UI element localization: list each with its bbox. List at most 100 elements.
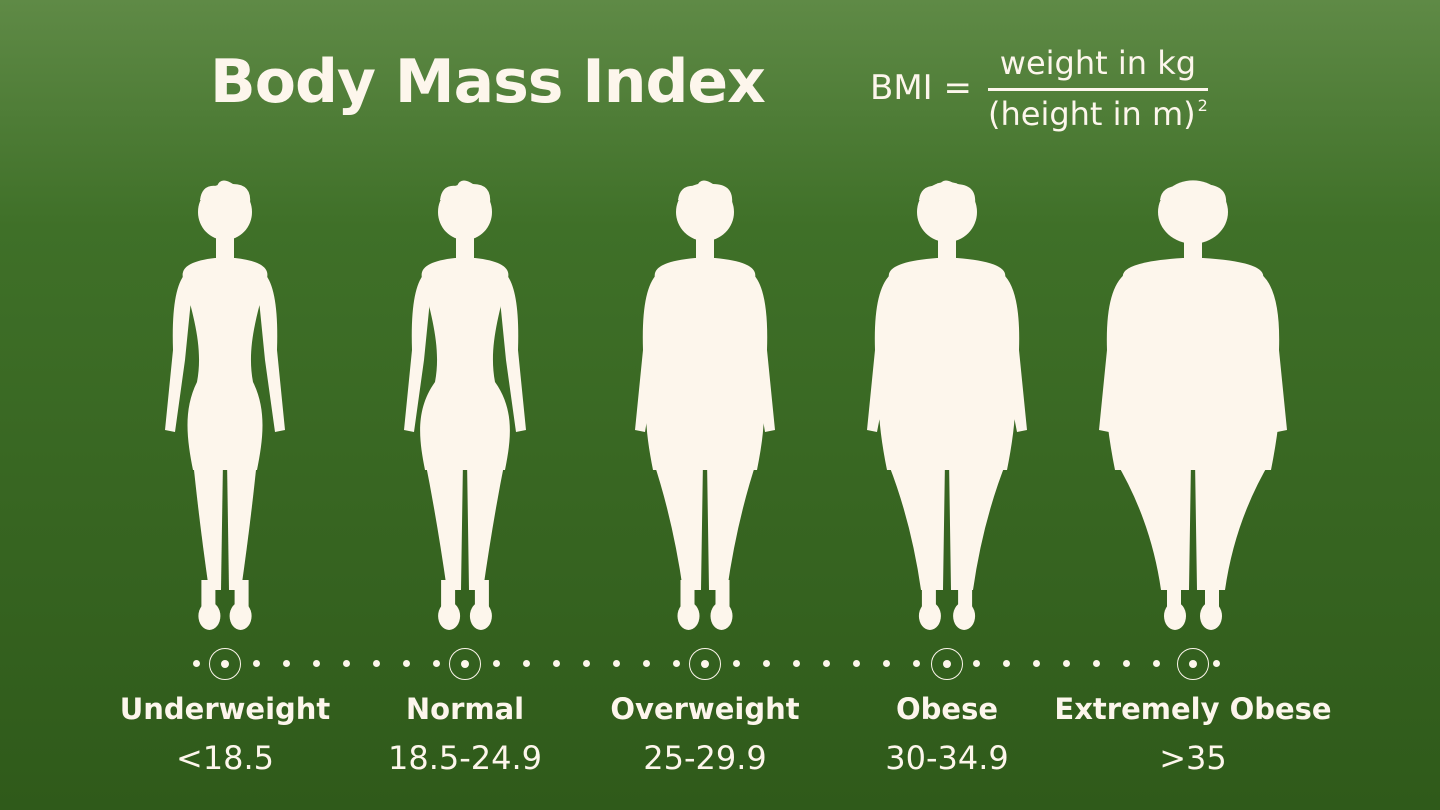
right-ankle [234,580,249,610]
hair [678,180,733,204]
scale-dot [432,660,440,667]
scale-dot [732,660,740,667]
right-leg [949,460,1007,590]
scale-dot [582,660,590,667]
category-range: 30-34.9 [885,738,1009,777]
category-label: Underweight [119,692,331,726]
left-arm [867,274,897,432]
scale-marker-underweight [208,648,241,680]
category-label: Overweight [610,692,800,726]
scale-dot [1092,660,1100,667]
hair [919,180,976,204]
scale-dot [402,660,410,667]
scale-dot [912,660,920,667]
torso [420,258,510,470]
underweight-silhouette [165,180,285,630]
category-underweight: Underweight <18.5 [75,692,375,777]
scale-dot [312,660,320,667]
scale-dot [1062,660,1070,667]
scale-dot [1122,660,1130,667]
category-range: <18.5 [175,738,275,777]
right-ankle [958,580,973,610]
torso [878,258,1016,470]
scale-dot [252,660,260,667]
left-arm [165,274,191,432]
category-label: Normal [405,692,525,726]
left-leg [887,460,945,590]
right-arm [500,274,526,432]
left-ankle [680,580,695,610]
category-obese: Obese 30-34.9 [797,692,1097,777]
formula-lhs: BMI = [870,68,972,108]
scale-dot [1002,660,1010,667]
left-ankle [1167,580,1181,610]
scale-dot [342,660,350,667]
neck [456,234,474,264]
scale-dot [372,660,380,667]
scale-marker-obese [930,648,963,680]
scale-dot [672,660,680,667]
right-arm [747,274,775,432]
right-ankle [1205,580,1219,610]
category-range: >35 [1159,738,1227,777]
scale-dot [492,660,500,667]
right-ankle [715,580,730,610]
normal-silhouette [404,180,526,630]
category-extremely-obese: Extremely Obese >35 [1043,692,1343,777]
formula-denominator-wrap: (height in m) 2 [988,91,1208,133]
scale-dot [822,660,830,667]
scale-dot [552,660,560,667]
scale-dot [612,660,620,667]
formula-exponent: 2 [1197,95,1208,115]
right-arm [1255,274,1287,432]
neck [1184,234,1202,264]
category-range: 25-29.9 [643,738,767,777]
left-ankle [921,580,936,610]
category-overweight: Overweight 25-29.9 [555,692,855,777]
left-arm [404,274,430,432]
scale-marker-overweight [688,648,721,680]
left-leg [425,460,463,590]
scale-dot [282,660,290,667]
right-leg [227,460,257,590]
left-ankle [441,580,456,610]
category-label: Obese [895,692,998,726]
neck [938,234,956,264]
overweight-silhouette [635,180,775,630]
scale-dot [882,660,890,667]
right-leg [1195,460,1271,590]
fraction-bar [987,87,1208,91]
right-ankle [474,580,489,610]
body-silhouettes [0,170,1440,640]
page-title: Body Mass Index [210,47,766,117]
left-leg [193,460,223,590]
scale-dot [852,660,860,667]
hair [440,180,491,204]
silhouettes-svg [165,180,1287,630]
scale-dot [1212,660,1220,667]
scale-dot [972,660,980,667]
scale-marker-normal [448,648,481,680]
scale-dot [192,660,200,667]
category-label: Extremely Obese [1054,692,1332,726]
scale-dot [642,660,650,667]
scale-dot [1032,660,1040,667]
right-leg [467,460,505,590]
right-arm [259,274,285,432]
left-arm [635,274,663,432]
torso [1105,258,1281,470]
bmi-scale [0,640,1440,690]
neck [216,234,234,264]
category-range: 18.5-24.9 [387,738,543,777]
left-arm [1099,274,1131,432]
extremely-obese-silhouette [1099,180,1287,630]
neck [696,234,714,264]
left-leg [653,460,703,590]
scale-marker-extremely-obese [1176,648,1209,680]
left-ankle [201,580,216,610]
scale-dot [522,660,530,667]
hair [1160,180,1227,204]
scale-dot [792,660,800,667]
left-leg [1115,460,1191,590]
scale-dot [1152,660,1160,667]
